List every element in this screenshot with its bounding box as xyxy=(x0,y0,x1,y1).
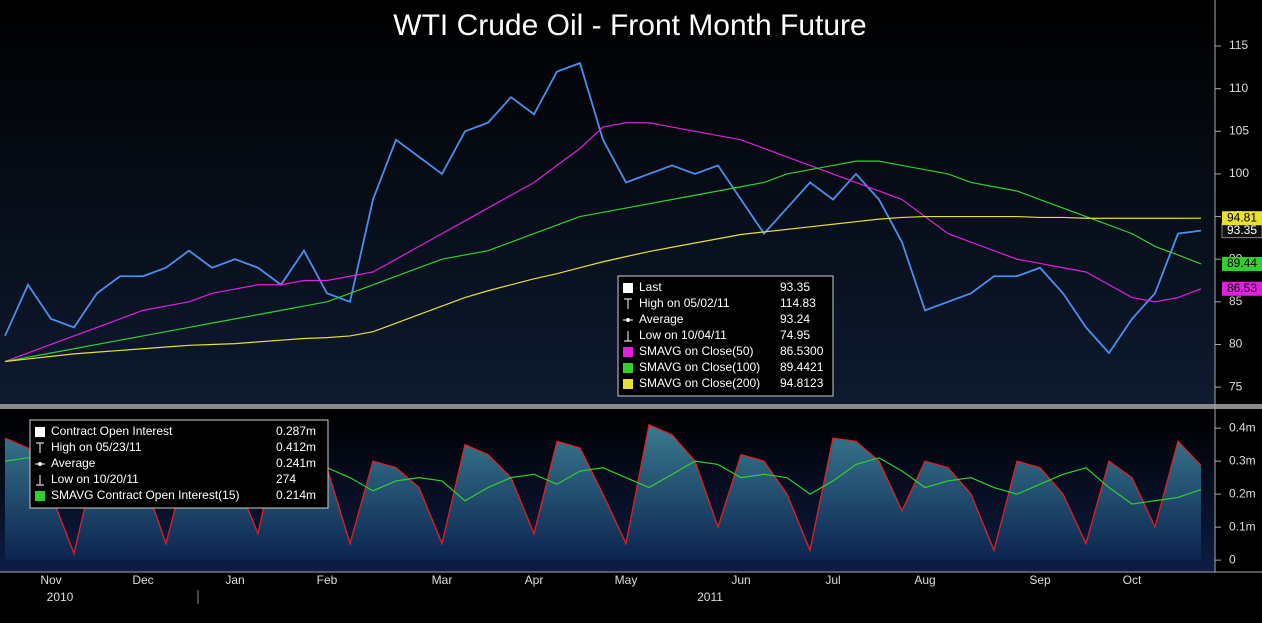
legend-value: 0.412m xyxy=(276,440,316,454)
legend-swatch xyxy=(623,347,633,357)
moving-average xyxy=(4,215,1202,363)
legend-value: 74.95 xyxy=(780,328,810,342)
legend-value: 89.4421 xyxy=(780,360,824,374)
legend-value: 86.5300 xyxy=(780,344,824,358)
legend-value: 94.8123 xyxy=(780,376,824,390)
x-tick-label: Dec xyxy=(132,573,153,587)
moving-average xyxy=(4,122,1202,363)
y-tick-label: 110 xyxy=(1229,81,1248,95)
y-tick-label: 105 xyxy=(1229,123,1249,137)
moving-average xyxy=(4,160,1202,363)
legend-value: 0.214m xyxy=(276,488,316,502)
legend-swatch xyxy=(623,283,633,293)
legend-label: High on 05/02/11 xyxy=(639,296,730,310)
y-tick-label: 75 xyxy=(1229,379,1243,393)
legend-value: 93.35 xyxy=(780,280,810,294)
panel-divider xyxy=(0,404,1262,409)
y-tick-label: 115 xyxy=(1229,38,1248,52)
y-tick-label: 0.3m xyxy=(1229,453,1256,467)
legend-box xyxy=(617,275,834,397)
chart-title: WTI Crude Oil - Front Month Future xyxy=(393,9,866,42)
legend-label: Average xyxy=(639,312,684,326)
price-line xyxy=(4,61,1202,355)
legend-swatch xyxy=(35,427,45,437)
x-tick-label: Jul xyxy=(825,573,840,587)
x-tick-label: Oct xyxy=(1123,573,1142,587)
legend-box xyxy=(29,419,329,509)
x-tick-label: Aug xyxy=(914,573,935,587)
y-tick-label: 100 xyxy=(1229,166,1249,180)
legend-label: SMAVG Contract Open Interest(15) xyxy=(51,488,240,502)
legend-value: 274 xyxy=(276,472,296,486)
year-label: 2010 xyxy=(47,590,74,604)
x-tick-label: Nov xyxy=(40,573,61,587)
last-flag xyxy=(1222,281,1262,296)
x-tick-label: Jan xyxy=(225,573,244,587)
legend-value: 0.241m xyxy=(276,456,316,470)
x-tick-label: Feb xyxy=(317,573,338,587)
last-flag xyxy=(1222,256,1262,271)
legend-label: High on 05/23/11 xyxy=(51,440,142,454)
price-panel xyxy=(0,0,1215,405)
legend-swatch xyxy=(623,379,633,389)
last-flag-label: 89.44 xyxy=(1227,256,1257,270)
legend-label: Contract Open Interest xyxy=(51,424,173,438)
legend-label: Low on 10/04/11 xyxy=(639,328,727,342)
legend-label: Last xyxy=(639,280,662,294)
legend-label: SMAVG on Close(200) xyxy=(639,376,760,390)
legend-value: 0.287m xyxy=(276,424,316,438)
last-flag-label: 86.53 xyxy=(1227,281,1257,295)
y-tick-label: 0.4m xyxy=(1229,420,1256,434)
x-tick-label: May xyxy=(615,573,638,587)
legend-swatch xyxy=(35,491,45,501)
legend-label: SMAVG on Close(100) xyxy=(639,360,760,374)
x-tick-label: Jun xyxy=(731,573,750,587)
x-tick-label: Mar xyxy=(432,573,453,587)
legend-value: 93.24 xyxy=(780,312,810,326)
y-tick-label: 0 xyxy=(1229,552,1236,566)
year-label: 2011 xyxy=(697,590,723,604)
y-tick-label: 0.1m xyxy=(1229,519,1256,533)
last-flag-label: 93.35 xyxy=(1227,223,1257,237)
legend-icon xyxy=(38,462,42,466)
x-tick-label: Sep xyxy=(1029,573,1051,587)
legend-label: Low on 10/20/11 xyxy=(51,472,139,486)
x-tick-label: Apr xyxy=(525,573,544,587)
legend-swatch xyxy=(623,363,633,373)
y-tick-label: 85 xyxy=(1229,294,1243,308)
last-flag-label: 94.81 xyxy=(1227,210,1257,224)
legend-value: 114.83 xyxy=(780,296,816,310)
last-flag xyxy=(1222,211,1262,226)
legend-icon xyxy=(626,318,630,322)
legend-label: SMAVG on Close(50) xyxy=(639,344,754,358)
y-tick-label: 0.2m xyxy=(1229,486,1256,500)
legend-label: Average xyxy=(51,456,96,470)
y-tick-label: 80 xyxy=(1229,337,1243,351)
